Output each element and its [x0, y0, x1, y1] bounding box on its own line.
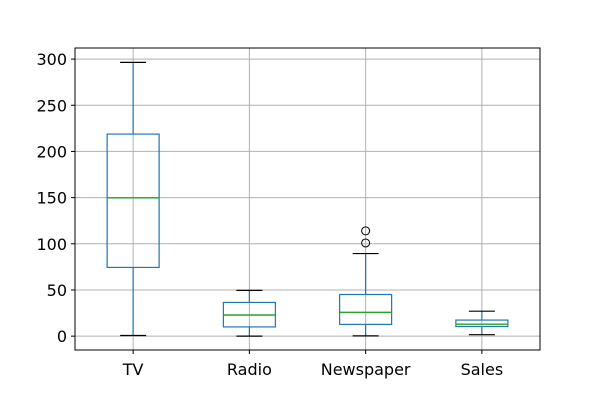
box-tv	[106, 61, 160, 337]
plot-frame	[74, 47, 541, 351]
y-tick-label: 250	[36, 96, 67, 115]
box-sales	[455, 310, 509, 336]
x-tick-label: TV	[122, 360, 144, 379]
outlier-point	[361, 238, 371, 248]
box-newspaper	[339, 226, 393, 337]
boxes-layer	[106, 61, 509, 337]
iqr-box	[455, 319, 509, 328]
y-tick-label: 50	[47, 281, 67, 300]
y-tick-label: 300	[36, 50, 67, 69]
outlier-point	[361, 226, 371, 236]
grid-layer	[75, 48, 540, 350]
y-tick-label: 200	[36, 142, 67, 161]
ticks-layer: 0 50 100 150 200 250 300 TV Radio Newspaper Sales	[36, 50, 503, 379]
y-tick-label: 100	[36, 235, 67, 254]
box-radio	[222, 289, 276, 337]
iqr-box	[106, 133, 160, 269]
y-tick-label: 150	[36, 189, 67, 208]
x-tick-label: Sales	[461, 360, 504, 379]
iqr-box	[339, 293, 393, 325]
x-tick-label: Newspaper	[321, 360, 411, 379]
y-tick-label: 0	[57, 327, 67, 346]
x-tick-label: Radio	[227, 360, 272, 379]
